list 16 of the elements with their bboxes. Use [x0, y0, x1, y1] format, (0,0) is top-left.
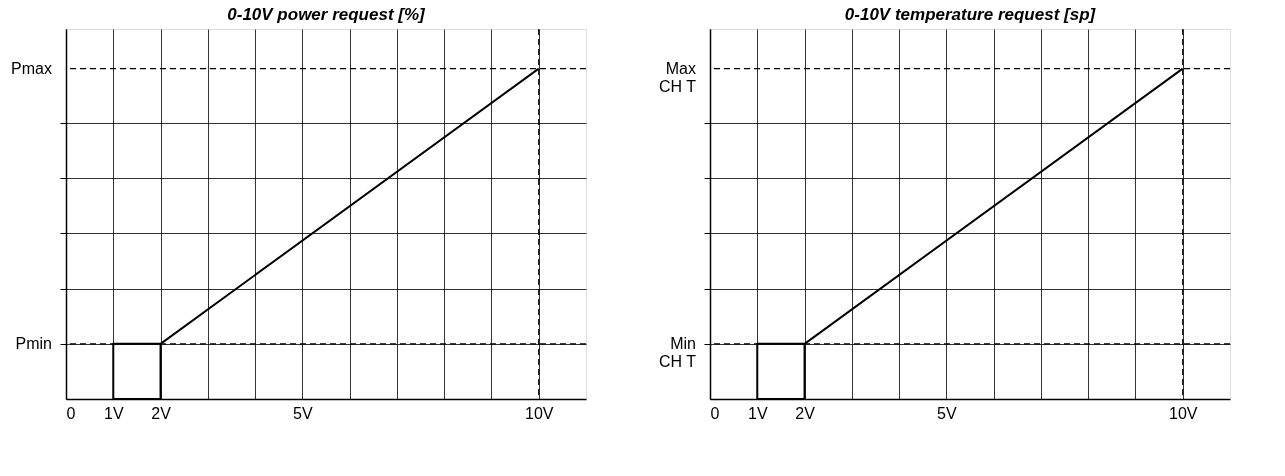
x-tick-label: 0	[66, 404, 76, 422]
x-tick-label: 1V	[747, 404, 768, 422]
x-tick-label: 2V	[795, 404, 816, 422]
x-tick-label: 10V	[524, 404, 554, 422]
ref-line-label: Pmax	[11, 59, 52, 77]
ref-line-label: Max CH T	[658, 59, 697, 95]
chart-title: 0-10V temperature request [sp]	[844, 5, 1097, 25]
ref-line-label: Pmin	[15, 334, 52, 352]
x-tick-label: 5V	[293, 404, 313, 422]
x-tick-label: 0	[710, 404, 720, 422]
x-tick-label: 10V	[1168, 404, 1198, 422]
x-tick-label: 2V	[151, 404, 172, 422]
chart-title: 0-10V power request [%]	[227, 5, 427, 25]
ref-line-label: Min CH T	[658, 334, 697, 370]
x-tick-label: 5V	[937, 404, 957, 422]
x-tick-label: 1V	[103, 404, 124, 422]
